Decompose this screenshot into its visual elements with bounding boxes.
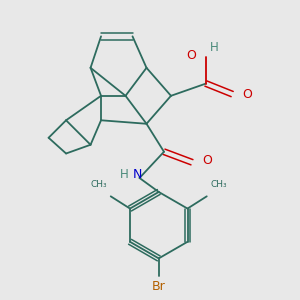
Text: O: O — [202, 154, 211, 167]
Text: CH₃: CH₃ — [210, 180, 227, 189]
Text: Br: Br — [152, 280, 166, 293]
Text: O: O — [243, 88, 253, 100]
Text: H: H — [120, 168, 128, 181]
Text: N: N — [133, 168, 142, 181]
Text: CH₃: CH₃ — [91, 180, 107, 189]
Text: H: H — [210, 41, 219, 54]
Text: O: O — [186, 49, 196, 62]
